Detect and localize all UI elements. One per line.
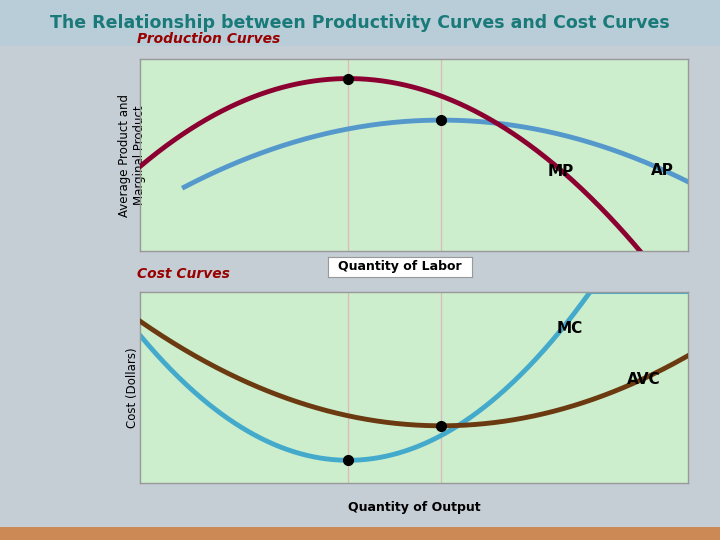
Text: The Relationship between Productivity Curves and Cost Curves: The Relationship between Productivity Cu… <box>50 14 670 32</box>
Text: Production Curves: Production Curves <box>137 32 280 46</box>
Text: Quantity of Labor: Quantity of Labor <box>338 260 462 273</box>
Text: AP: AP <box>651 164 674 178</box>
Y-axis label: Cost (Dollars): Cost (Dollars) <box>125 347 138 428</box>
Text: AVC: AVC <box>626 373 660 388</box>
Y-axis label: Average Product and
Marginal Product: Average Product and Marginal Product <box>118 94 146 217</box>
Text: Quantity of Output: Quantity of Output <box>348 501 480 514</box>
Text: MP: MP <box>548 164 575 179</box>
Text: Cost Curves: Cost Curves <box>137 267 230 281</box>
Text: MC: MC <box>557 321 582 336</box>
